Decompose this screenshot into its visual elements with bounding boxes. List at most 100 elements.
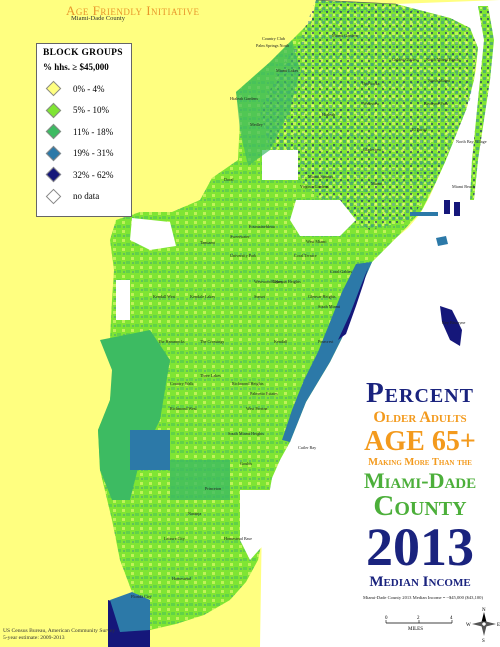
place-label: University Park xyxy=(230,253,257,258)
place-label: Westwood Lakes xyxy=(254,279,283,284)
place-label: Kendall xyxy=(274,339,288,344)
place-label: Miami Springs xyxy=(308,174,333,179)
place-label: Westview xyxy=(363,101,379,106)
place-label: West Miami xyxy=(306,239,327,244)
place-label: Miami Gardens xyxy=(332,33,359,38)
place-label: West Perrine xyxy=(246,406,268,411)
legend-items: 0% - 4% 5% - 10% 11% - 18% 19% - 31% 32% - 6… xyxy=(43,78,125,207)
compass-s: S xyxy=(482,639,485,644)
scale-unit: MILES xyxy=(408,627,423,632)
legend-label: no data xyxy=(73,191,100,202)
title-line-1: Percent xyxy=(365,377,475,409)
place-label: Miami Beach xyxy=(452,184,476,189)
legend-item: 5% - 10% xyxy=(43,100,125,122)
data-source: US Census Bureau, American Community Sur… xyxy=(3,628,115,642)
place-label: Sunset xyxy=(254,294,266,299)
place-label: Cutler Bay xyxy=(298,445,317,450)
legend-swatch xyxy=(45,102,62,119)
place-label: Glenvar Heights xyxy=(308,294,336,299)
causeway-island xyxy=(444,200,450,214)
title-line-4: Making More Than the xyxy=(368,457,472,468)
place-label: Princeton xyxy=(205,486,222,491)
southwest-teal-block xyxy=(98,330,170,500)
legend-label: 11% - 18% xyxy=(73,126,114,137)
legend-swatch xyxy=(45,80,62,97)
legend-swatch xyxy=(45,145,62,162)
no-data-south xyxy=(240,490,270,560)
title-line-2: Older Adults xyxy=(373,409,467,426)
place-label: Hialeah xyxy=(322,112,336,117)
source-line-1: US Census Bureau, American Community Sur… xyxy=(3,628,116,634)
place-label: North Miami Beach xyxy=(426,57,460,62)
fisher-island xyxy=(436,236,448,246)
source-line-2: 5-year estimate: 2009-2013 xyxy=(3,635,65,641)
legend-item: no data xyxy=(43,186,125,208)
dodge-island xyxy=(410,212,438,216)
place-label: Sweetwater xyxy=(230,234,250,239)
place-label: Golden Glades xyxy=(392,57,417,62)
map-title-block: Percent Older Adults AGE 65+ Making More… xyxy=(346,378,494,590)
place-label: Country Walk xyxy=(170,381,194,386)
no-data-block xyxy=(262,150,298,180)
place-label: Palm Springs North xyxy=(256,43,290,48)
place-label: Virginia Gardens xyxy=(300,184,329,189)
org-subtitle: Miami-Dade County xyxy=(71,15,125,22)
place-label: Coral Terrace xyxy=(294,253,317,258)
place-label: Gladeview xyxy=(363,147,381,152)
place-label: The Crossings xyxy=(200,339,224,344)
place-label: South Miami xyxy=(318,304,341,309)
place-label: Doral xyxy=(224,177,234,182)
place-label: Medley xyxy=(250,122,264,127)
coastal-high-income-band xyxy=(282,262,372,442)
title-line-6: County xyxy=(373,490,467,522)
western-green-corridor xyxy=(236,40,300,166)
biscayne-bay-water xyxy=(260,0,500,647)
causeway-island-2 xyxy=(454,202,460,216)
place-label: North Bay Village xyxy=(456,139,487,144)
place-label: Florida City xyxy=(131,594,152,599)
legend-swatch xyxy=(45,123,62,140)
place-label: Kendale Lakes xyxy=(190,294,215,299)
scale-tick-2: 2 xyxy=(417,616,420,621)
legend-label: 5% - 10% xyxy=(73,105,109,116)
place-label: Key Biscayne xyxy=(442,320,466,325)
place-label: Fountainebleau xyxy=(249,224,276,229)
no-data-block-2 xyxy=(116,280,130,320)
legend-swatch xyxy=(45,188,62,205)
key-biscayne xyxy=(440,306,462,346)
legend-item: 19% - 31% xyxy=(43,143,125,165)
compass-n: N xyxy=(482,608,486,613)
title-year: 2013 xyxy=(366,517,474,577)
place-label: Homestead Base xyxy=(224,536,252,541)
legend-item: 11% - 18% xyxy=(43,121,125,143)
county-boundary xyxy=(315,0,397,5)
place-label: The Hammocks xyxy=(158,339,185,344)
place-label: Tamiami xyxy=(200,240,216,245)
north-arrow: N S W E xyxy=(466,608,500,644)
place-label: Country Club xyxy=(262,36,285,41)
south-teal-block xyxy=(170,460,230,500)
legend-label: 0% - 4% xyxy=(73,83,105,94)
no-data-airport xyxy=(290,200,356,236)
place-label: Biscayne Park xyxy=(424,101,449,106)
legend-swatch xyxy=(45,166,62,183)
place-label: Palmetto Estates xyxy=(250,391,278,396)
place-label: El Portal xyxy=(412,127,428,132)
legend-label: 32% - 62% xyxy=(73,169,114,180)
southwest-blue-block xyxy=(130,430,170,470)
place-label: Three Lakes xyxy=(200,373,221,378)
homestead-southwest xyxy=(110,592,150,632)
place-label: Richmond West xyxy=(170,406,198,411)
map-legend: BLOCK GROUPS % hhs. ≥ $45,000 0% - 4% 5% … xyxy=(36,43,132,217)
org-title: Age Friendly Initiative xyxy=(66,3,200,18)
legend-item: 0% - 4% xyxy=(43,78,125,100)
scale-bar: 0 2 4 MILES xyxy=(385,616,453,632)
compass-w: W xyxy=(466,623,471,628)
title-line-8: Median Income xyxy=(369,574,471,590)
place-label: Miami Lakes xyxy=(276,68,299,73)
place-label: Olympia Heights xyxy=(272,279,301,284)
legend-subtitle: % hhs. ≥ $45,000 xyxy=(43,62,109,72)
scale-tick-4: 4 xyxy=(450,616,453,621)
title-line-3: AGE 65+ xyxy=(364,426,476,457)
place-labels: Miami Gardens Country Club Palm Springs No… xyxy=(131,33,487,599)
